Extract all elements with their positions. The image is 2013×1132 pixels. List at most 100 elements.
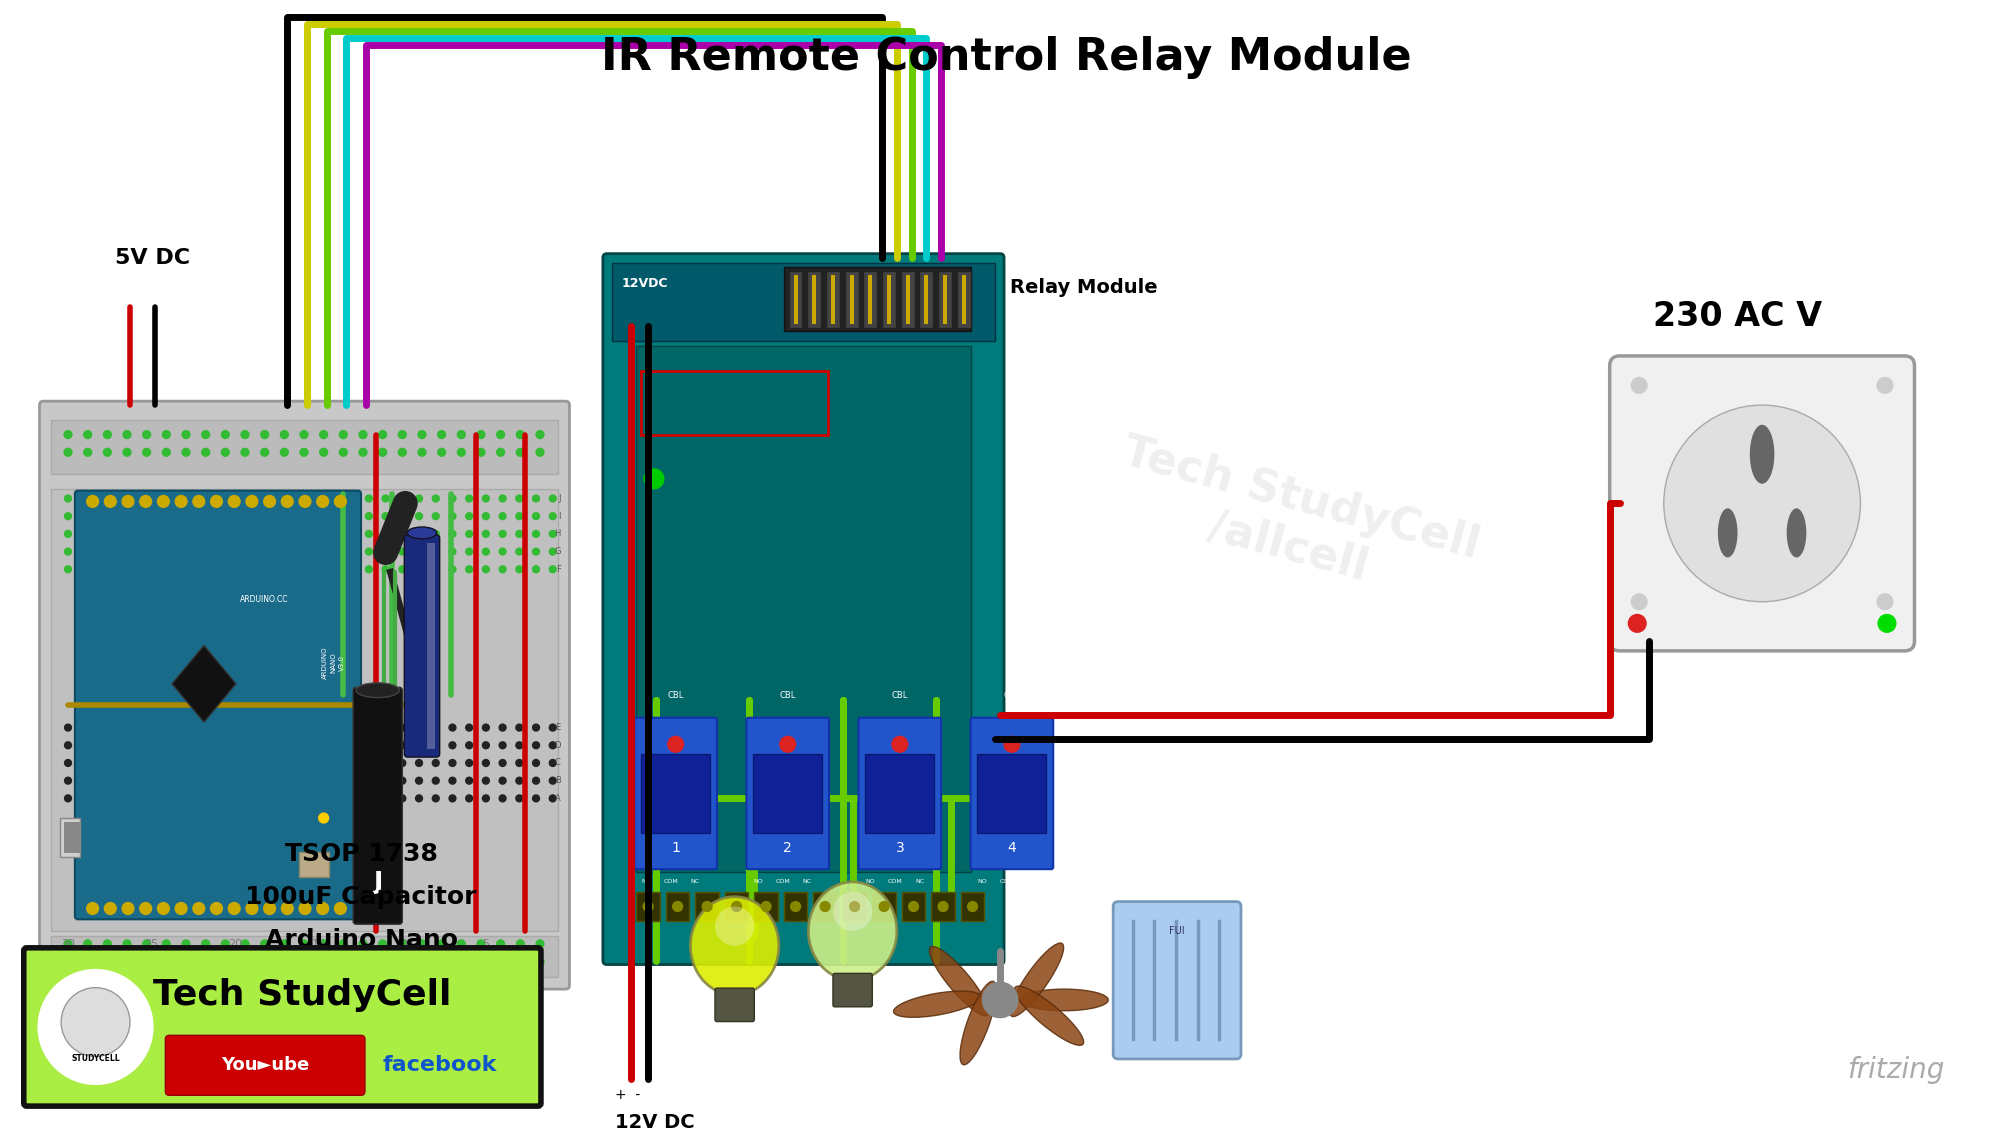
Circle shape — [499, 778, 505, 784]
FancyBboxPatch shape — [352, 687, 403, 924]
Circle shape — [201, 430, 209, 438]
Circle shape — [64, 495, 72, 501]
Circle shape — [131, 548, 139, 555]
Circle shape — [1631, 594, 1647, 610]
Circle shape — [221, 430, 229, 438]
Circle shape — [282, 760, 288, 766]
Circle shape — [64, 531, 72, 538]
Circle shape — [149, 741, 155, 748]
Circle shape — [266, 778, 272, 784]
Text: 3: 3 — [896, 841, 904, 855]
Circle shape — [366, 741, 372, 748]
Circle shape — [215, 724, 221, 731]
Text: COM: COM — [775, 880, 791, 884]
Circle shape — [419, 448, 427, 456]
Circle shape — [433, 548, 439, 555]
Circle shape — [163, 448, 171, 456]
FancyBboxPatch shape — [833, 974, 872, 1006]
Circle shape — [415, 778, 423, 784]
Circle shape — [791, 901, 801, 911]
Circle shape — [535, 430, 544, 438]
Circle shape — [497, 940, 505, 947]
Circle shape — [761, 901, 771, 911]
Circle shape — [280, 448, 288, 456]
Circle shape — [282, 902, 294, 915]
Circle shape — [64, 548, 72, 555]
Circle shape — [298, 566, 306, 573]
Circle shape — [201, 940, 209, 947]
Circle shape — [298, 724, 306, 731]
Circle shape — [366, 760, 372, 766]
Circle shape — [143, 940, 151, 947]
Circle shape — [348, 741, 356, 748]
Circle shape — [465, 513, 473, 520]
Circle shape — [517, 448, 523, 456]
Text: facebook: facebook — [382, 1055, 497, 1075]
Circle shape — [938, 901, 948, 911]
Text: Tech StudyCell
/allcell: Tech StudyCell /allcell — [1105, 430, 1486, 616]
Circle shape — [348, 778, 356, 784]
Text: ARDUINO
NANO
V3.0: ARDUINO NANO V3.0 — [322, 646, 344, 679]
Circle shape — [399, 795, 407, 801]
Circle shape — [115, 741, 121, 748]
Circle shape — [99, 495, 105, 501]
Circle shape — [165, 795, 171, 801]
Bar — [813, 892, 837, 921]
Ellipse shape — [1021, 989, 1109, 1011]
Circle shape — [199, 778, 205, 784]
Circle shape — [415, 760, 423, 766]
Text: B: B — [556, 777, 560, 786]
Circle shape — [266, 495, 272, 501]
Circle shape — [193, 496, 205, 507]
Bar — [843, 892, 866, 921]
Circle shape — [211, 496, 221, 507]
Circle shape — [358, 430, 366, 438]
Circle shape — [497, 448, 505, 456]
Circle shape — [382, 513, 389, 520]
Circle shape — [449, 531, 455, 538]
Circle shape — [419, 958, 427, 966]
Ellipse shape — [1749, 424, 1773, 483]
Circle shape — [248, 548, 256, 555]
Circle shape — [231, 778, 240, 784]
Text: I: I — [558, 512, 560, 521]
Circle shape — [115, 531, 121, 538]
Circle shape — [215, 760, 221, 766]
Circle shape — [332, 531, 338, 538]
Circle shape — [282, 566, 288, 573]
Text: NC: NC — [803, 880, 811, 884]
Circle shape — [533, 495, 539, 501]
Circle shape — [81, 760, 89, 766]
Circle shape — [215, 495, 221, 501]
Circle shape — [165, 548, 171, 555]
Circle shape — [123, 902, 135, 915]
Bar — [694, 892, 719, 921]
Circle shape — [131, 531, 139, 538]
Circle shape — [123, 958, 131, 966]
Bar — [960, 892, 984, 921]
Circle shape — [181, 760, 189, 766]
Circle shape — [382, 778, 389, 784]
Circle shape — [266, 741, 272, 748]
Circle shape — [99, 566, 105, 573]
Circle shape — [449, 548, 455, 555]
Circle shape — [348, 531, 356, 538]
Circle shape — [64, 566, 72, 573]
Circle shape — [517, 430, 523, 438]
Circle shape — [115, 548, 121, 555]
Circle shape — [298, 760, 306, 766]
Ellipse shape — [894, 990, 980, 1018]
Circle shape — [131, 513, 139, 520]
Circle shape — [399, 548, 407, 555]
Circle shape — [201, 958, 209, 966]
FancyBboxPatch shape — [1610, 355, 1914, 651]
Circle shape — [399, 566, 407, 573]
Circle shape — [366, 795, 372, 801]
Circle shape — [248, 741, 256, 748]
Circle shape — [215, 795, 221, 801]
Circle shape — [165, 513, 171, 520]
Circle shape — [99, 778, 105, 784]
Circle shape — [175, 496, 187, 507]
Circle shape — [215, 778, 221, 784]
Circle shape — [550, 495, 556, 501]
